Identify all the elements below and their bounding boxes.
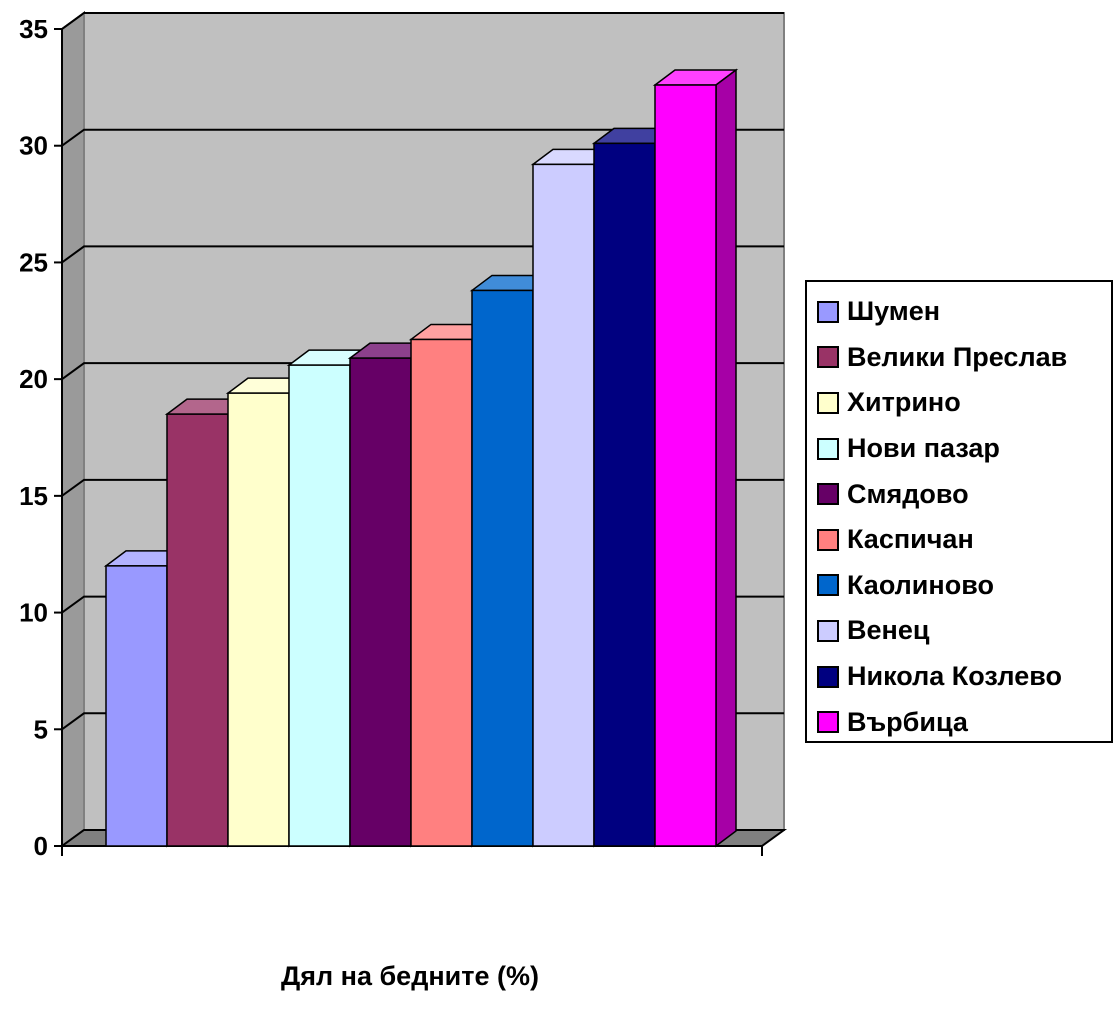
legend-label: Никола Козлево xyxy=(847,661,1062,692)
legend-swatch xyxy=(817,574,839,597)
legend-item: Каспичан xyxy=(817,517,1111,563)
legend-swatch xyxy=(817,711,839,734)
bar-front-face xyxy=(410,338,473,847)
legend-label: Върбица xyxy=(847,706,968,737)
gridline xyxy=(61,128,784,147)
y-tick-label: 5 xyxy=(34,714,48,744)
legend-label: Нови пазар xyxy=(847,433,1000,464)
legend-swatch xyxy=(817,437,839,460)
x-axis-label: Дял на бедните (%) xyxy=(281,961,539,991)
bar-front-face xyxy=(532,163,595,847)
legend: Шумен Велики Преслав Хитрино Нови пазар Смяд… xyxy=(805,280,1113,743)
legend-swatch xyxy=(817,300,839,323)
legend-item: Венец xyxy=(817,608,1111,654)
legend-swatch xyxy=(817,619,839,642)
y-tick-label: 25 xyxy=(19,247,48,277)
legend-item: Нови пазар xyxy=(817,426,1111,472)
legend-item: Велики Преслав xyxy=(817,335,1111,381)
gridline xyxy=(61,12,784,30)
y-tick-label: 15 xyxy=(19,481,48,511)
legend-item: Смядово xyxy=(817,471,1111,517)
legend-item: Хитрино xyxy=(817,380,1111,426)
bars xyxy=(103,68,739,848)
bar-side-face xyxy=(715,68,737,848)
bar-front-face xyxy=(471,289,534,847)
y-tick-label: 35 xyxy=(19,14,48,44)
bar-front-face xyxy=(227,392,290,847)
legend-label: Смядово xyxy=(847,478,969,509)
legend-label: Венец xyxy=(847,615,930,646)
legend-swatch xyxy=(817,346,839,369)
legend-swatch xyxy=(817,528,839,551)
bar-front-face xyxy=(654,84,717,847)
legend-label: Шумен xyxy=(847,296,941,327)
legend-label: Хитрино xyxy=(847,387,961,418)
legend-item: Върбица xyxy=(817,699,1111,745)
y-tick-label: 20 xyxy=(19,364,48,394)
legend-item: Никола Козлево xyxy=(817,654,1111,700)
legend-swatch xyxy=(817,391,839,414)
bar-front-face xyxy=(288,364,351,847)
legend-swatch xyxy=(817,665,839,688)
bar-10 xyxy=(652,68,739,848)
y-tick-label: 10 xyxy=(19,598,48,628)
bar-front-face xyxy=(349,357,412,847)
bar-front-face xyxy=(593,142,656,847)
y-tick-label: 0 xyxy=(34,831,48,861)
bar-front-face xyxy=(166,413,229,847)
bar-front-face xyxy=(105,565,168,847)
legend-label: Каспичан xyxy=(847,524,974,555)
legend-item: Шумен xyxy=(817,289,1111,335)
y-tick-label: 30 xyxy=(19,131,48,161)
legend-label: Велики Преслав xyxy=(847,341,1068,372)
legend-label: Каолиново xyxy=(847,569,994,600)
legend-item: Каолиново xyxy=(817,563,1111,609)
legend-swatch xyxy=(817,483,839,506)
